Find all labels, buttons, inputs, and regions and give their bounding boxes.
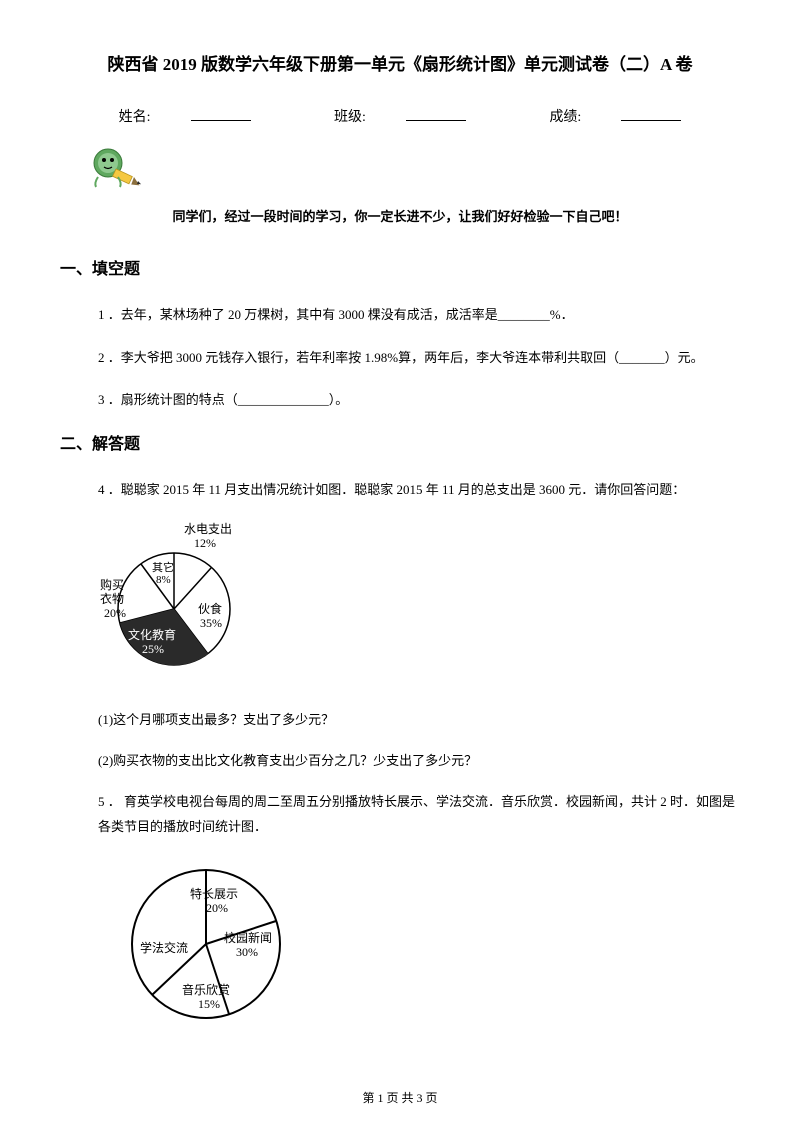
chart2-label-news: 校园新闻: [224, 930, 272, 945]
question-4: 4 ．聪聪家 2015 年 11 月支出情况统计如图．聪聪家 2015 年 11…: [98, 478, 740, 503]
chart1-label-clothes-l1: 购买: [100, 577, 124, 592]
chart2-pct-news: 30%: [236, 945, 258, 959]
name-label: 姓名:: [99, 110, 271, 125]
student-info-row: 姓名: 班级: 成绩:: [60, 105, 740, 130]
question-2: 2 ．李大爷把 3000 元钱存入银行，若年利率按 1.98%算，两年后，李大爷…: [98, 346, 740, 371]
pie-chart-1: 水电支出 12% 其它 8% 购买 衣物 20% 伙食 35% 文化教育 25%…: [98, 521, 298, 681]
chart1-label-food: 伙食: [198, 601, 222, 616]
chart1-pct-water: 12%: [194, 536, 216, 550]
section1-header: 一、填空题: [60, 256, 740, 285]
question-1: 1 ．去年，某林场种了 20 万棵树，其中有 3000 棵没有成活，成活率是__…: [98, 303, 740, 328]
page-title: 陕西省 2019 版数学六年级下册第一单元《扇形统计图》单元测试卷（二）A 卷: [60, 50, 740, 81]
question-4-sub2: (2)购买衣物的支出比文化教育支出少百分之几？少支出了多少元？: [98, 749, 740, 772]
chart1-label-other: 其它: [152, 560, 174, 574]
chart1-pct-edu-white: 25%: [142, 642, 164, 656]
chart1-container: 水电支出 12% 其它 8% 购买 衣物 20% 伙食 35% 文化教育 25%…: [98, 521, 740, 690]
chart2-label-music: 音乐欣赏: [182, 982, 230, 997]
chart2-pct-talent: 20%: [206, 901, 228, 915]
chart1-pct-food: 35%: [200, 616, 222, 630]
section2-header: 二、解答题: [60, 431, 740, 460]
page-footer: 第 1 页 共 3 页: [0, 1088, 800, 1110]
pie-chart-2: 特长展示 20% 校园新闻 30% 音乐欣赏 15% 学法交流: [98, 858, 318, 1028]
chart2-pct-music: 15%: [198, 997, 220, 1011]
chart2-label-method: 学法交流: [140, 940, 188, 955]
chart2-label-talent: 特长展示: [190, 886, 238, 901]
score-label: 成绩:: [529, 110, 701, 125]
chart1-label-edu-white: 文化教育: [128, 627, 176, 642]
chart1-pct-other: 8%: [156, 574, 171, 586]
question-5: 5 ． 育英学校电视台每周的周二至周五分别播放特长展示、学法交流．音乐欣赏．校园…: [98, 790, 740, 839]
pencil-icon: [90, 145, 146, 193]
question-4-sub1: (1)这个月哪项支出最多？支出了多少元？: [98, 708, 740, 731]
question-3: 3 ．扇形统计图的特点（______________）。: [98, 388, 740, 413]
chart1-label-water: 水电支出: [184, 522, 232, 536]
chart1-pct-clothes: 20%: [104, 606, 126, 620]
encourage-text: 同学们，经过一段时间的学习，你一定长进不少，让我们好好检验一下自己吧！: [60, 205, 740, 228]
class-label: 班级:: [314, 110, 486, 125]
chart2-container: 特长展示 20% 校园新闻 30% 音乐欣赏 15% 学法交流: [98, 858, 740, 1037]
chart1-label-clothes-l2: 衣物: [100, 591, 124, 606]
